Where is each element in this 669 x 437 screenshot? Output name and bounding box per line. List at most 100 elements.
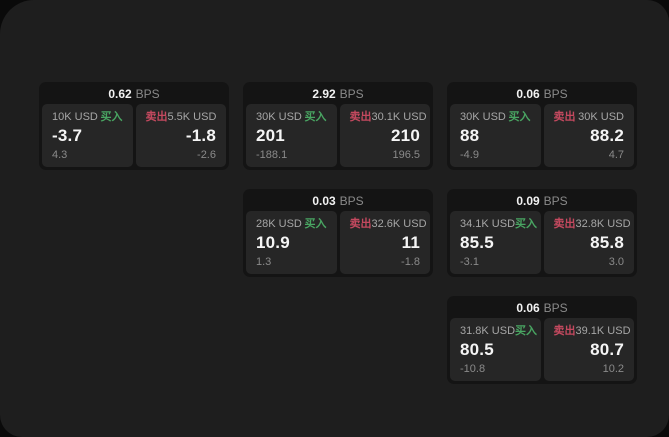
- buy-size: 10K USD: [52, 111, 98, 123]
- sell-size: 5.5K USD: [167, 111, 217, 123]
- buy-cell-header: 30K USD 买入: [460, 111, 531, 123]
- sell-cell[interactable]: 卖出 32.6K USD 11 -1.8: [339, 211, 430, 274]
- sell-price: 85.8: [590, 233, 624, 252]
- bps-spread-value: 0.06: [516, 87, 540, 101]
- quote-card: 0.06 BPS 30K USD 买入 88 -4.9 卖出 30K USD 8…: [447, 82, 637, 170]
- sell-cell-header: 卖出 30K USD: [554, 111, 625, 123]
- buy-size: 30K USD: [460, 111, 506, 123]
- sell-price: 11: [401, 233, 420, 252]
- bps-spread-value: 2.92: [312, 87, 336, 101]
- sell-delta: -1.8: [401, 256, 420, 268]
- sell-action-label: 卖出: [349, 218, 372, 230]
- buy-delta: 4.3: [52, 149, 68, 161]
- sell-action-label: 卖出: [349, 111, 372, 123]
- card-header: 0.09 BPS: [450, 192, 634, 211]
- buy-cell-header: 31.8K USD 买入: [460, 325, 537, 337]
- quote-cells: 34.1K USD 买入 85.5 -3.1 卖出 32.8K USD 85.8…: [450, 211, 634, 274]
- sell-size: 30K USD: [578, 111, 624, 123]
- sell-size: 30.1K USD: [371, 111, 427, 123]
- sell-delta: 196.5: [392, 149, 420, 161]
- bps-spread-value: 0.09: [516, 194, 540, 208]
- sell-action-label: 卖出: [553, 325, 576, 337]
- sell-delta: -2.6: [197, 149, 216, 161]
- buy-action-label: 买入: [508, 111, 531, 123]
- buy-cell[interactable]: 31.8K USD 买入 80.5 -10.8: [450, 318, 541, 381]
- quote-card: 0.09 BPS 34.1K USD 买入 85.5 -3.1 卖出 32.8K…: [447, 189, 637, 277]
- buy-size: 31.8K USD: [460, 325, 516, 337]
- buy-size: 34.1K USD: [460, 218, 516, 230]
- sell-price: 210: [391, 126, 420, 145]
- buy-cell[interactable]: 34.1K USD 买入 85.5 -3.1: [450, 211, 541, 274]
- sell-price: 88.2: [590, 126, 624, 145]
- card-header: 0.62 BPS: [42, 85, 226, 104]
- buy-action-label: 买入: [515, 218, 538, 230]
- bps-unit-label: BPS: [339, 194, 364, 208]
- buy-cell[interactable]: 30K USD 买入 88 -4.9: [450, 104, 541, 167]
- quote-card: 0.62 BPS 10K USD 买入 -3.7 4.3 卖出 5.5K USD…: [39, 82, 229, 170]
- sell-cell-header: 卖出 39.1K USD: [553, 325, 631, 337]
- bps-unit-label: BPS: [543, 301, 568, 315]
- sell-price: 80.7: [590, 340, 624, 359]
- card-header: 0.06 BPS: [450, 85, 634, 104]
- quote-card: 0.06 BPS 31.8K USD 买入 80.5 -10.8 卖出 39.1…: [447, 296, 637, 384]
- bps-unit-label: BPS: [135, 87, 160, 101]
- sell-delta: 10.2: [602, 363, 624, 375]
- buy-cell[interactable]: 28K USD 买入 10.9 1.3: [246, 211, 337, 274]
- buy-cell-header: 10K USD 买入: [52, 111, 123, 123]
- sell-action-label: 卖出: [145, 111, 168, 123]
- bps-spread-value: 0.03: [312, 194, 336, 208]
- sell-cell-header: 卖出 32.8K USD: [553, 218, 631, 230]
- buy-size: 30K USD: [256, 111, 302, 123]
- buy-price: -3.7: [52, 126, 83, 145]
- bps-spread-value: 0.06: [516, 301, 540, 315]
- quote-card: 2.92 BPS 30K USD 买入 201 -188.1 卖出 30.1K …: [243, 82, 433, 170]
- buy-price: 85.5: [460, 233, 494, 252]
- buy-delta: -4.9: [460, 149, 479, 161]
- sell-cell-header: 卖出 5.5K USD: [146, 111, 217, 123]
- buy-cell[interactable]: 10K USD 买入 -3.7 4.3: [42, 104, 133, 167]
- buy-cell-header: 30K USD 买入: [256, 111, 327, 123]
- sell-delta: 4.7: [608, 149, 624, 161]
- sell-cell[interactable]: 卖出 39.1K USD 80.7 10.2: [543, 318, 634, 381]
- buy-delta: 1.3: [256, 256, 272, 268]
- sell-cell[interactable]: 卖出 30.1K USD 210 196.5: [339, 104, 430, 167]
- sell-cell[interactable]: 卖出 32.8K USD 85.8 3.0: [543, 211, 634, 274]
- sell-action-label: 卖出: [553, 111, 576, 123]
- quote-card: 0.03 BPS 28K USD 买入 10.9 1.3 卖出 32.6K US…: [243, 189, 433, 277]
- sell-cell[interactable]: 卖出 30K USD 88.2 4.7: [543, 104, 634, 167]
- bps-unit-label: BPS: [543, 194, 568, 208]
- quote-cells: 31.8K USD 买入 80.5 -10.8 卖出 39.1K USD 80.…: [450, 318, 634, 381]
- quote-cells: 30K USD 买入 201 -188.1 卖出 30.1K USD 210 1…: [246, 104, 430, 167]
- buy-price: 80.5: [460, 340, 494, 359]
- sell-price: -1.8: [185, 126, 216, 145]
- buy-action-label: 买入: [304, 218, 327, 230]
- quote-cells: 30K USD 买入 88 -4.9 卖出 30K USD 88.2 4.7: [450, 104, 634, 167]
- sell-action-label: 卖出: [553, 218, 576, 230]
- buy-size: 28K USD: [256, 218, 302, 230]
- buy-cell-header: 28K USD 买入: [256, 218, 327, 230]
- bps-unit-label: BPS: [339, 87, 364, 101]
- buy-cell[interactable]: 30K USD 买入 201 -188.1: [246, 104, 337, 167]
- sell-cell-header: 卖出 30.1K USD: [349, 111, 427, 123]
- card-header: 0.06 BPS: [450, 299, 634, 318]
- sell-cell[interactable]: 卖出 5.5K USD -1.8 -2.6: [135, 104, 226, 167]
- buy-cell-header: 34.1K USD 买入: [460, 218, 537, 230]
- buy-delta: -188.1: [256, 149, 288, 161]
- card-header: 2.92 BPS: [246, 85, 430, 104]
- quote-cells: 28K USD 买入 10.9 1.3 卖出 32.6K USD 11 -1.8: [246, 211, 430, 274]
- card-header: 0.03 BPS: [246, 192, 430, 211]
- buy-action-label: 买入: [515, 325, 538, 337]
- sell-size: 32.8K USD: [575, 218, 631, 230]
- bps-spread-value: 0.62: [108, 87, 132, 101]
- quote-cards-grid: 0.62 BPS 10K USD 买入 -3.7 4.3 卖出 5.5K USD…: [39, 82, 637, 384]
- sell-size: 39.1K USD: [575, 325, 631, 337]
- buy-price: 88: [460, 126, 480, 145]
- sell-size: 32.6K USD: [371, 218, 427, 230]
- sell-cell-header: 卖出 32.6K USD: [349, 218, 427, 230]
- buy-action-label: 买入: [304, 111, 327, 123]
- buy-action-label: 买入: [100, 111, 123, 123]
- bps-unit-label: BPS: [543, 87, 568, 101]
- quote-cells: 10K USD 买入 -3.7 4.3 卖出 5.5K USD -1.8 -2.…: [42, 104, 226, 167]
- buy-delta: -10.8: [460, 363, 486, 375]
